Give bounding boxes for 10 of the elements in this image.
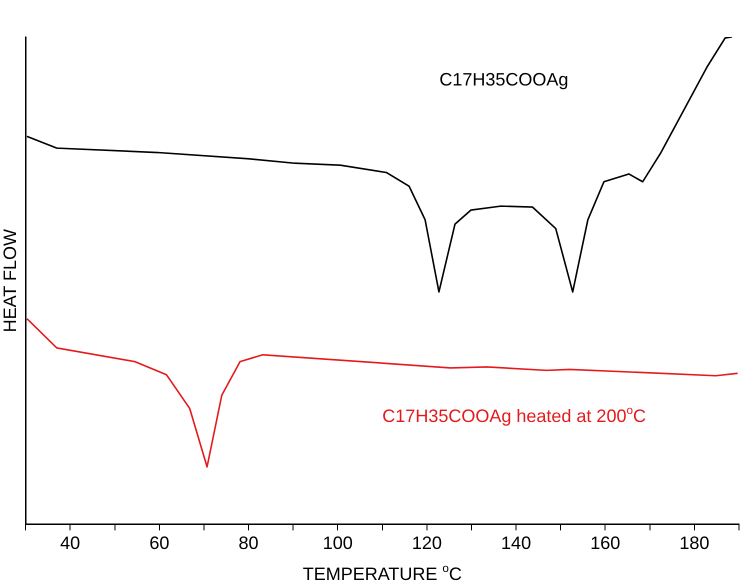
x-tick-label: 180 xyxy=(679,533,710,554)
text: C17H35COOAg xyxy=(439,70,568,90)
y-axis-title: HEAT FLOW xyxy=(0,229,20,332)
x-tick-label: 160 xyxy=(590,533,620,554)
x-tick-label: 120 xyxy=(412,533,442,554)
x-tick-label: 40 xyxy=(60,533,80,554)
x-tick-label: 80 xyxy=(238,533,259,554)
x-tick-label: 100 xyxy=(322,533,353,554)
x-tick-label: 140 xyxy=(501,533,532,554)
x-tick-label: 60 xyxy=(149,533,170,554)
